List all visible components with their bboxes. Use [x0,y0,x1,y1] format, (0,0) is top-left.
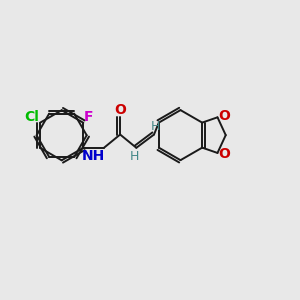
Text: Cl: Cl [24,110,39,124]
Text: NH: NH [82,149,105,163]
Text: O: O [114,103,126,117]
Text: H: H [151,120,160,133]
Text: O: O [218,147,230,161]
Text: H: H [130,149,140,163]
Text: O: O [218,109,230,123]
Text: F: F [84,110,93,124]
